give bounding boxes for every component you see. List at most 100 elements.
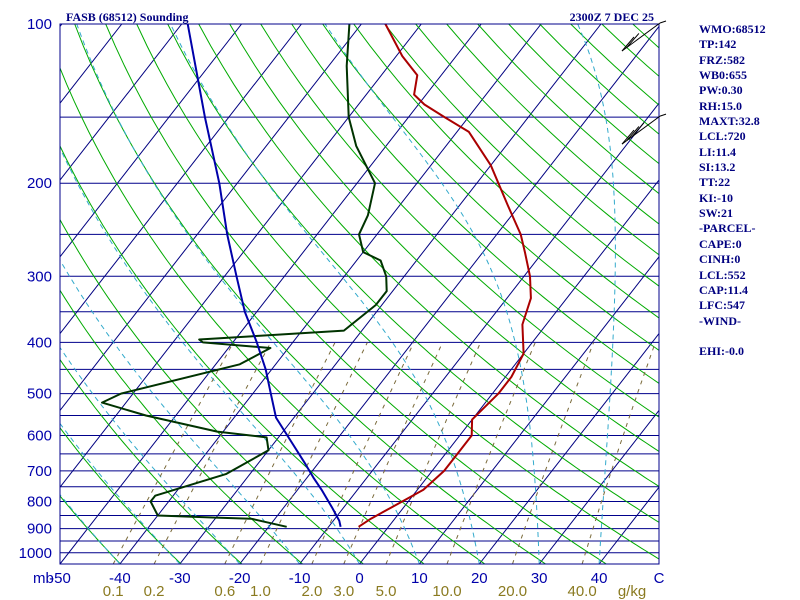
mixing-ratio-tick-label: 3.0 [333,583,354,600]
pressure-tick-label: 200 [27,175,52,192]
temperature-tick-label: -40 [109,570,131,587]
isotherm-line [538,409,659,564]
background-grid [60,24,659,564]
index-item: LFC:547 [699,298,745,313]
isotherm-line [60,24,302,335]
temperature-tick-label: 0 [355,570,363,587]
dry-adiabat-line [105,24,607,564]
moist-adiabat-line [324,24,540,564]
pressure-tick-label: 100 [27,16,52,33]
isotherm-line [60,24,422,489]
index-item: LCL:552 [699,267,746,282]
dry-adiabat-line [60,144,425,564]
isotherm-line [359,179,659,564]
lower-wind-barb [621,113,667,145]
mixing-ratio-line [512,342,595,564]
sounding-indices: WMO:68512 TP:142 FRZ:582 WB0:655 PW:0.30 RH:1… [699,22,766,360]
index-item: TP:142 [699,37,737,52]
moist-adiabat-line [60,422,181,564]
mixing-ratio-line [311,342,415,564]
temperature-tick-label: 20 [471,570,488,587]
pressure-tick-label: 800 [27,494,52,511]
mixing-ratio-tick-label: 20.0 [498,583,527,600]
parcel-trace [186,24,342,528]
dry-adiabat-line [74,24,546,564]
mixing-ratio-line [224,342,336,564]
pressure-tick-label: 500 [27,386,52,403]
mixing-ratio-tick-label: 2.0 [301,583,322,600]
dry-adiabat-line [260,24,659,418]
isotherm-line [478,332,659,564]
index-item: RH:15.0 [699,98,742,113]
temperature-tick-label: 10 [411,570,428,587]
index-item: CINH:0 [699,252,741,267]
valid-time: 2300Z 7 DEC 25 [570,10,654,24]
index-item: EHI:-0.0 [699,344,744,359]
index-item: TT:22 [699,175,731,190]
temperature-tick-label: -30 [169,570,191,587]
temperature-tick-label: -20 [229,570,251,587]
dry-adiabat-line [322,24,659,351]
mixing-ratio-line [385,342,482,564]
dry-adiabat-line [60,66,486,564]
index-item: -PARCEL- [699,221,756,236]
moist-adiabat-line [60,259,301,564]
dry-adiabat-line [229,24,659,453]
mixing-ratio-tick-label: 5.0 [376,583,397,600]
index-item: KI:-10 [699,190,733,205]
moist-adiabat-line [60,147,360,564]
moist-adiabat-line [76,24,420,564]
index-item: WB0:655 [699,68,747,83]
temperature-tick-label: -10 [289,570,311,587]
mixing-ratio-line [112,342,234,564]
mixing-ratio-line [259,342,368,564]
profile-series [101,24,532,528]
index-item: FRZ:582 [699,52,745,67]
index-item: CAPE:0 [699,236,742,251]
index-item: SI:13.2 [699,160,736,175]
pressure-tick-label: 600 [27,428,52,445]
plot-frame [59,23,660,565]
mixing-ratio-tick-label: 0.2 [144,583,165,600]
pressure-tick-label: 300 [27,268,52,285]
mixing-ratio-tick-label: 10.0 [432,583,461,600]
dry-adiabat-line [353,24,659,319]
mixing-ratio-line [343,342,444,564]
isotherm-line [60,24,183,181]
isotherm-line [60,24,362,412]
dry-adiabat-line [198,24,659,488]
dry-adiabat-line [167,24,659,523]
temperature-tick-label: 40 [591,570,608,587]
isotherm-line [299,102,659,564]
moist-adiabat-line [577,24,616,564]
mixing-ratio-unit-label: g/kg [618,583,646,600]
mixing-ratio-tick-label: 1.0 [250,583,271,600]
temperature-tick-label: 30 [531,570,548,587]
dry-adiabat-line [415,24,659,256]
index-item: WMO:68512 [699,22,766,36]
dry-adiabat-line [291,24,659,384]
dry-adiabat-line [60,358,243,564]
index-item: LCL:720 [699,129,746,144]
pressure-axis-label: mb [33,570,54,587]
dry-adiabat-line [136,24,659,560]
upper-wind-barb [621,20,667,52]
mixing-ratio-tick-label: 40.0 [567,583,596,600]
dry-adiabat-line [60,495,121,564]
chart-title: FASB (68512) Sounding [66,10,188,24]
pressure-tick-label: 400 [27,334,52,351]
isotherm-line [60,24,242,258]
pressure-tick-label: 1000 [19,545,52,562]
dry-adiabat-line [60,218,364,564]
index-item: PW:0.30 [699,83,743,98]
pressure-tick-label: 900 [27,521,52,538]
isotherm-line [419,256,659,564]
dry-adiabat-line [60,427,182,564]
temperature-tick-label: -50 [49,570,71,587]
index-item: SW:21 [699,206,734,221]
pressure-tick-label: 700 [27,463,52,480]
index-item: MAXT:32.8 [699,114,760,129]
mixing-ratio-line [153,342,272,564]
